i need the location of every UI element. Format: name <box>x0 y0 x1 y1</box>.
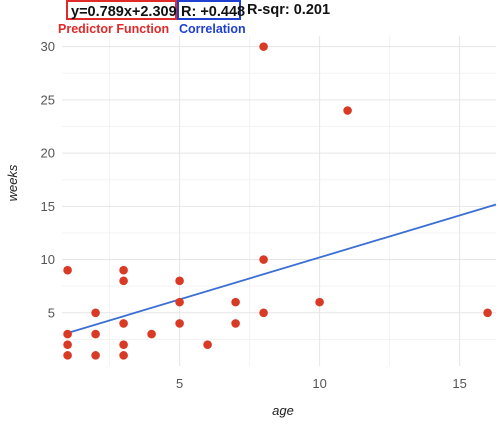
regression-line-group <box>67 203 497 334</box>
data-point <box>63 351 72 360</box>
y-tick-label: 15 <box>41 199 55 214</box>
data-point <box>483 308 492 318</box>
data-point <box>175 297 184 307</box>
data-point <box>147 329 156 339</box>
axis-ticks: 5 10 15 5 10 15 20 25 30 <box>41 39 467 391</box>
data-point <box>231 319 240 328</box>
y-tick-label: 10 <box>41 252 55 267</box>
data-point <box>175 319 184 328</box>
data-point <box>259 308 268 318</box>
data-point <box>119 276 128 286</box>
data-point <box>259 255 268 264</box>
x-axis-label: age <box>272 403 294 418</box>
regression-line <box>67 203 497 334</box>
data-point <box>259 42 268 51</box>
data-point <box>63 265 72 275</box>
plot-grid <box>62 36 496 366</box>
x-tick-label: 10 <box>312 376 326 391</box>
y-tick-label: 20 <box>41 146 55 161</box>
y-tick-label: 30 <box>41 39 55 54</box>
x-tick-label: 5 <box>176 376 183 391</box>
data-point <box>343 106 352 115</box>
data-point <box>175 276 184 286</box>
data-point <box>315 297 324 307</box>
data-points <box>63 42 492 360</box>
correlation-caption: Correlation <box>179 22 246 36</box>
predictor-function-caption: Predictor Function <box>58 22 170 36</box>
data-point <box>91 308 100 318</box>
data-point <box>119 319 128 328</box>
data-point <box>91 329 100 339</box>
data-point <box>91 351 100 360</box>
data-point <box>231 297 240 307</box>
predictor-function-text: y=0.789x+2.309 <box>71 4 177 20</box>
y-tick-label: 5 <box>48 305 55 320</box>
data-point <box>119 351 128 360</box>
data-point <box>63 340 72 350</box>
y-axis-label: weeks <box>5 164 20 201</box>
y-tick-label: 25 <box>41 92 55 107</box>
correlation-box: R: +0.448 <box>177 0 245 20</box>
correlation-text: R: +0.448 <box>181 4 246 20</box>
data-point <box>63 329 72 339</box>
x-tick-label: 15 <box>452 376 466 391</box>
predictor-function-box: y=0.789x+2.309 <box>66 0 177 20</box>
data-point <box>119 265 128 275</box>
data-point <box>203 340 212 350</box>
r-squared-text: R-sqr: 0.201 <box>247 2 331 18</box>
data-point <box>119 340 128 350</box>
